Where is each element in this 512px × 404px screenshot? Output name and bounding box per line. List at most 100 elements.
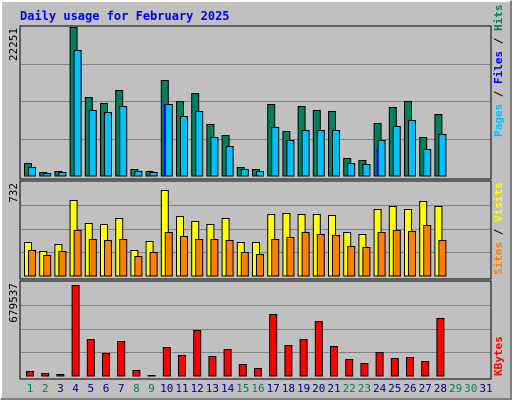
files-bar bbox=[119, 106, 128, 177]
kbytes-bar bbox=[132, 370, 141, 377]
kbytes-bar bbox=[223, 349, 232, 377]
legend-visits: Visits bbox=[492, 182, 505, 222]
files-bar bbox=[423, 149, 432, 177]
day-label: 27 bbox=[419, 382, 432, 395]
files-bar bbox=[347, 163, 356, 177]
files-bar bbox=[332, 130, 340, 177]
kbytes-bar bbox=[117, 341, 126, 377]
day-label: 14 bbox=[221, 382, 235, 395]
kbytes-bar bbox=[162, 347, 171, 377]
kbytes-bar bbox=[208, 356, 217, 377]
day-label: 7 bbox=[118, 382, 125, 395]
pages-bar bbox=[376, 149, 379, 176]
day-label: 16 bbox=[251, 382, 264, 395]
chart-title: Daily usage for February 2025 bbox=[20, 9, 230, 23]
day-label: 23 bbox=[358, 382, 371, 395]
sites-bar bbox=[149, 252, 158, 277]
day-axis-labels: 1 2 3 4 5 6 7 8 9 10 11 12 13 14 15 16 17 18 19 20 21 22 23 24 2… bbox=[27, 382, 493, 395]
day-label: 19 bbox=[297, 382, 310, 395]
legend-sep-2: / bbox=[492, 31, 505, 51]
kbytes-bar bbox=[375, 352, 384, 377]
legend-sep-1: / bbox=[492, 84, 505, 104]
day-label: 17 bbox=[267, 382, 280, 395]
day-label: 21 bbox=[327, 382, 340, 395]
sites-bar bbox=[88, 239, 97, 277]
sites-bar bbox=[240, 252, 249, 277]
kbytes-bar bbox=[330, 346, 338, 377]
day-label: 30 bbox=[464, 382, 477, 395]
files-bar bbox=[73, 50, 82, 177]
day-label: 26 bbox=[403, 382, 416, 395]
kbytes-bar bbox=[102, 353, 110, 377]
sites-bar bbox=[73, 230, 82, 277]
day-label: 10 bbox=[160, 382, 173, 395]
files-bar bbox=[240, 169, 249, 177]
kbytes-bar bbox=[269, 314, 278, 377]
kbytes-bar bbox=[41, 373, 50, 377]
files-bar bbox=[58, 172, 67, 177]
files-bar bbox=[256, 171, 264, 177]
files-bar bbox=[286, 140, 295, 177]
sites-bar bbox=[347, 246, 356, 277]
sites-bar bbox=[332, 235, 340, 277]
sites-bar bbox=[316, 234, 325, 277]
files-bar bbox=[438, 134, 447, 177]
day-label: 11 bbox=[175, 382, 188, 395]
kbytes-bar bbox=[56, 374, 65, 377]
sites-bar bbox=[377, 232, 386, 277]
day-label: 4 bbox=[72, 382, 79, 395]
sites-bar bbox=[256, 254, 264, 277]
sites-bar bbox=[210, 239, 219, 277]
sites-bar bbox=[104, 240, 112, 277]
day-label: 18 bbox=[282, 382, 295, 395]
kbytes-bar bbox=[436, 318, 445, 377]
legend-visits-panel: Sites / Visits bbox=[492, 182, 505, 275]
day-label: 12 bbox=[191, 382, 204, 395]
files-bar bbox=[316, 130, 325, 177]
files-bar bbox=[149, 172, 158, 177]
day-label: 22 bbox=[343, 382, 356, 395]
files-bar bbox=[362, 164, 371, 177]
sites-bar bbox=[408, 231, 416, 277]
day-label: 24 bbox=[373, 382, 387, 395]
day-label: 20 bbox=[312, 382, 325, 395]
sites-bar bbox=[362, 247, 371, 277]
day-label: 15 bbox=[236, 382, 249, 395]
files-bar bbox=[392, 126, 401, 177]
files-bar bbox=[164, 104, 173, 177]
sites-bar bbox=[43, 255, 52, 277]
files-bar bbox=[210, 137, 219, 177]
day-label: 1 bbox=[27, 382, 34, 395]
sites-bar bbox=[423, 225, 432, 277]
files-bar bbox=[195, 111, 204, 177]
kbytes-bar bbox=[71, 285, 80, 377]
day-label: 29 bbox=[449, 382, 462, 395]
files-bar bbox=[301, 130, 310, 177]
day-label: 9 bbox=[148, 382, 155, 395]
day-label: 2 bbox=[42, 382, 49, 395]
day-label: 25 bbox=[388, 382, 401, 395]
day-label: 28 bbox=[434, 382, 447, 395]
legend-sep-3: / bbox=[492, 222, 505, 242]
legend-hits: Hits bbox=[492, 5, 505, 32]
sites-bar bbox=[392, 230, 401, 277]
ymax-label-hits: 22251 bbox=[7, 28, 20, 61]
sites-bar bbox=[271, 239, 280, 277]
sites-bar bbox=[134, 256, 143, 277]
bars-layer bbox=[24, 27, 447, 377]
kbytes-bar bbox=[421, 361, 430, 377]
kbytes-bar bbox=[193, 330, 202, 377]
sites-bar bbox=[225, 240, 234, 277]
kbytes-bar bbox=[147, 375, 156, 377]
legend-hits-panel: Pages / Files / Hits bbox=[492, 5, 505, 138]
files-bar bbox=[180, 116, 188, 177]
files-bar bbox=[225, 146, 234, 177]
kbytes-bar bbox=[345, 359, 354, 377]
files-bar bbox=[377, 140, 386, 177]
sites-bar bbox=[301, 232, 310, 277]
files-bar bbox=[408, 120, 416, 177]
day-label: 3 bbox=[57, 382, 64, 395]
sites-bar bbox=[286, 237, 295, 277]
kbytes-bar bbox=[314, 321, 323, 377]
